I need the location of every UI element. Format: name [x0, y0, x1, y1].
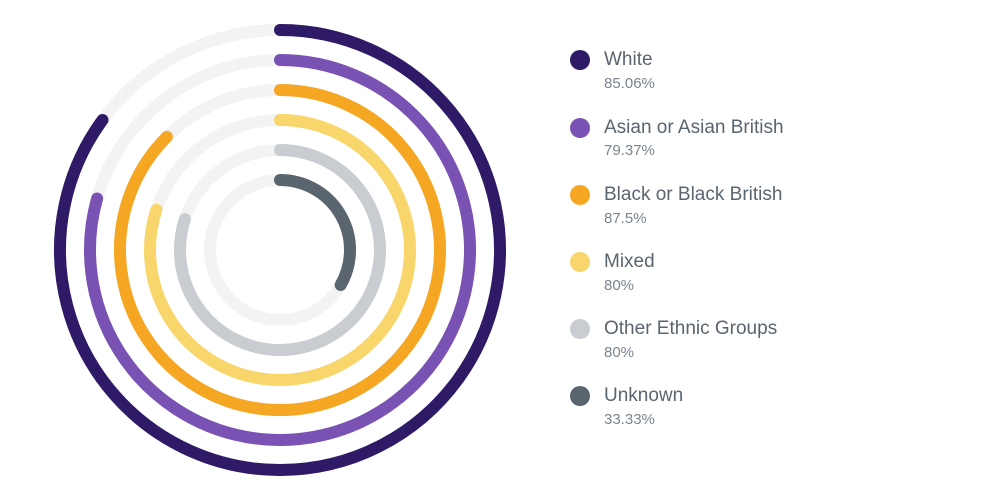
- legend-value: 85.06%: [604, 74, 655, 94]
- legend-value: 87.5%: [604, 209, 782, 229]
- legend-text: White85.06%: [604, 48, 655, 93]
- legend-dot: [570, 386, 590, 406]
- legend-label: Asian or Asian British: [604, 116, 784, 141]
- legend-item: Black or Black British87.5%: [570, 183, 960, 228]
- radial-chart-container: White85.06% Asian or Asian British79.37% B…: [0, 0, 1000, 500]
- legend-dot: [570, 319, 590, 339]
- legend-label: Black or Black British: [604, 183, 782, 208]
- legend-item: Mixed80%: [570, 250, 960, 295]
- chart-legend: White85.06% Asian or Asian British79.37% B…: [560, 48, 1000, 451]
- radial-svg: [30, 0, 530, 500]
- legend-label: Mixed: [604, 250, 655, 275]
- legend-text: Unknown33.33%: [604, 384, 683, 429]
- legend-text: Asian or Asian British79.37%: [604, 116, 784, 161]
- legend-dot: [570, 50, 590, 70]
- legend-value: 80%: [604, 276, 655, 296]
- legend-text: Mixed80%: [604, 250, 655, 295]
- legend-dot: [570, 118, 590, 138]
- legend-value: 79.37%: [604, 141, 784, 161]
- legend-label: Other Ethnic Groups: [604, 317, 777, 342]
- legend-label: Unknown: [604, 384, 683, 409]
- legend-dot: [570, 252, 590, 272]
- legend-item: White85.06%: [570, 48, 960, 93]
- ring-arc: [280, 180, 350, 285]
- legend-dot: [570, 185, 590, 205]
- legend-text: Black or Black British87.5%: [604, 183, 782, 228]
- legend-item: Unknown33.33%: [570, 384, 960, 429]
- legend-value: 80%: [604, 343, 777, 363]
- ring-arc: [120, 90, 440, 410]
- radial-chart: [0, 0, 560, 500]
- legend-item: Asian or Asian British79.37%: [570, 116, 960, 161]
- legend-value: 33.33%: [604, 410, 683, 430]
- legend-text: Other Ethnic Groups80%: [604, 317, 777, 362]
- legend-label: White: [604, 48, 655, 73]
- legend-item: Other Ethnic Groups80%: [570, 317, 960, 362]
